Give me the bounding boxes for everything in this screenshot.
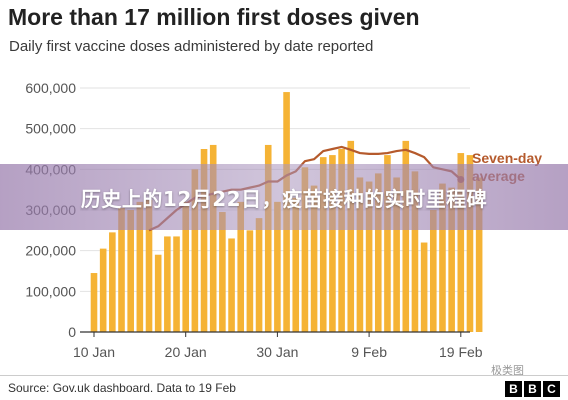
bar [347, 140, 355, 332]
bar [191, 169, 199, 332]
bar [173, 236, 180, 332]
overlay-banner [0, 164, 568, 230]
bar [219, 212, 226, 332]
chart-subtitle: Daily first vaccine doses administered b… [9, 38, 374, 55]
bar [457, 153, 465, 332]
bar [402, 140, 410, 332]
bar [264, 144, 272, 332]
bar [393, 177, 400, 332]
x-tick-label: 20 Jan [165, 344, 207, 360]
bar [384, 155, 391, 332]
bar [338, 149, 345, 332]
y-tick-label: 500,000 [25, 121, 76, 137]
bar [448, 187, 455, 332]
y-tick-label: 0 [68, 324, 76, 340]
bbc-logo-letter: C [543, 381, 560, 397]
bar [292, 197, 300, 332]
bar [237, 201, 245, 332]
bar [475, 177, 483, 332]
bar [319, 157, 327, 332]
bar [127, 210, 134, 332]
x-tick-label: 19 Feb [439, 344, 483, 360]
bar [90, 273, 98, 332]
y-tick-label: 100,000 [25, 283, 76, 299]
bar [439, 183, 446, 332]
bar [145, 199, 153, 332]
bar [356, 177, 364, 332]
bbc-logo: B B C [505, 381, 560, 397]
bar [466, 155, 474, 332]
bar [329, 155, 336, 332]
bar [411, 171, 419, 332]
bar [255, 218, 263, 332]
bar [200, 149, 208, 332]
bar [228, 238, 235, 332]
chart-title: More than 17 million first doses given [8, 4, 420, 30]
source-note: Source: Gov.uk dashboard. Data to 19 Feb [8, 381, 236, 395]
bar [301, 167, 309, 332]
bar [246, 230, 254, 332]
bar [374, 173, 382, 332]
overlay-banner-text: 历史上的12月22日，疫苗接种的实时里程碑 [80, 187, 488, 211]
bar [109, 232, 116, 332]
bar [365, 181, 373, 332]
bar [420, 242, 428, 332]
y-tick-label: 200,000 [25, 243, 76, 259]
bar [99, 248, 107, 332]
x-tick-label: 10 Jan [73, 344, 115, 360]
bar [274, 201, 281, 332]
footer-divider [0, 375, 568, 376]
x-tick-label: 9 Feb [351, 344, 387, 360]
bar [154, 254, 162, 332]
series-label: Seven-day [472, 150, 542, 166]
bar [209, 144, 217, 332]
bar [164, 236, 171, 332]
bar [182, 201, 189, 332]
x-tick-label: 30 Jan [256, 344, 298, 360]
watermark: 极类图 [491, 364, 524, 377]
y-tick-label: 600,000 [25, 80, 76, 96]
bar [310, 185, 318, 332]
bar [118, 207, 125, 332]
bbc-logo-letter: B [505, 381, 522, 397]
bar [429, 210, 437, 332]
bar [136, 201, 144, 332]
bbc-logo-letter: B [524, 381, 541, 397]
